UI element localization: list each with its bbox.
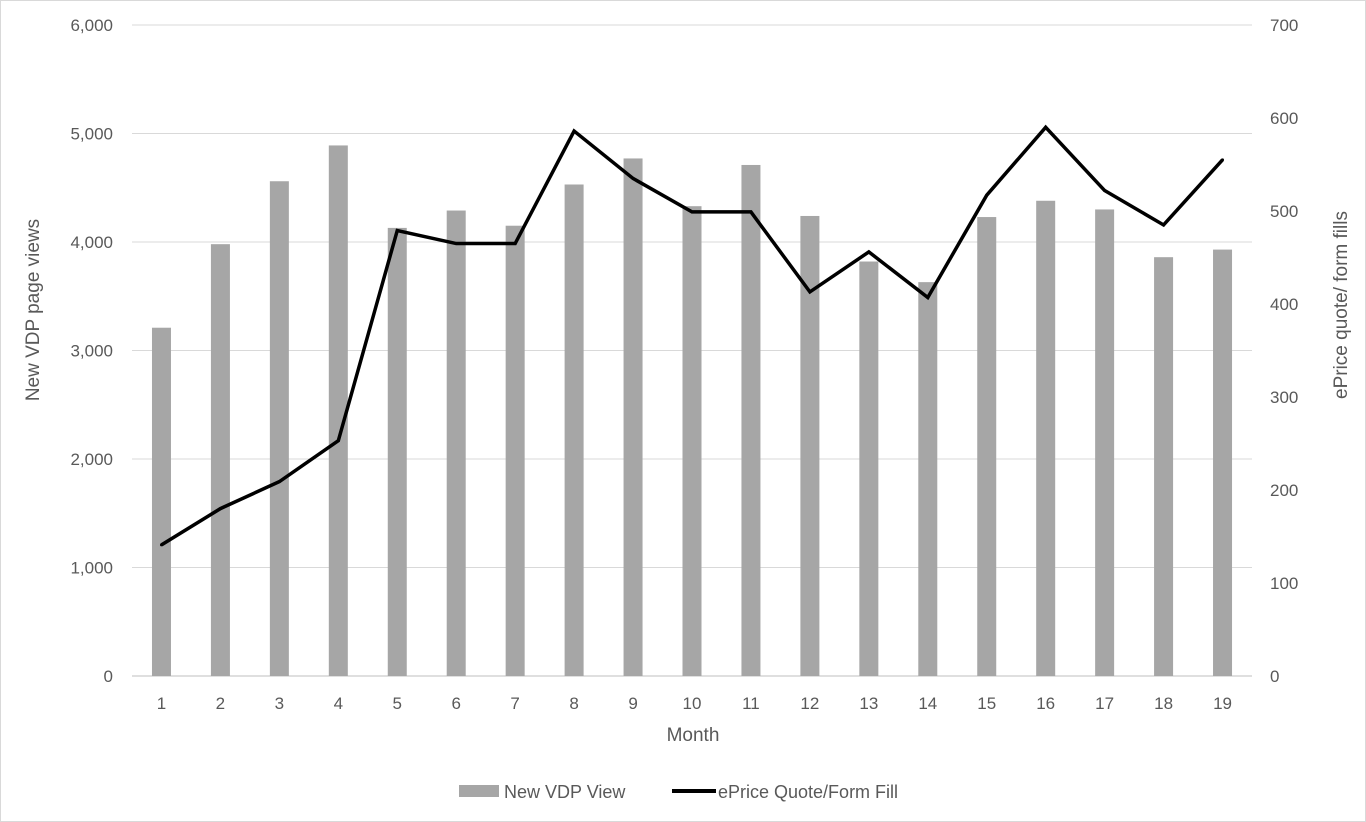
bar [741, 164, 761, 676]
y2-tick-label: 500 [1270, 202, 1298, 221]
line-point [572, 129, 576, 133]
line-point [218, 507, 222, 511]
bar [446, 210, 466, 676]
y-tick-label: 5,000 [70, 125, 113, 144]
y2-axis-title: ePrice quote/ form fills [1331, 211, 1352, 399]
x-tick-label: 14 [918, 694, 937, 713]
bar [328, 145, 348, 676]
line-point [1221, 158, 1225, 162]
y-tick-label: 2,000 [70, 450, 113, 469]
x-tick-label: 6 [451, 694, 460, 713]
x-tick-label: 18 [1154, 694, 1173, 713]
y2-tick-label: 700 [1270, 16, 1298, 35]
bar [859, 261, 879, 676]
y2-tick-label: 100 [1270, 574, 1298, 593]
x-tick-label: 1 [157, 694, 166, 713]
x-tick-label: 16 [1036, 694, 1055, 713]
x-tick-label: 7 [510, 694, 519, 713]
x-tick-label: 2 [216, 694, 225, 713]
y-tick-label: 1,000 [70, 559, 113, 578]
line-point [1103, 189, 1107, 193]
x-tick-label: 17 [1095, 694, 1114, 713]
bar [564, 184, 584, 676]
bar [1154, 257, 1174, 676]
bar-series [151, 145, 1233, 677]
line-point [985, 193, 989, 197]
line-point [1044, 125, 1048, 129]
bar [977, 217, 997, 677]
y-tick-label: 3,000 [70, 342, 113, 361]
line-point [277, 480, 281, 484]
line-point [749, 210, 753, 214]
y2-tick-label: 0 [1270, 667, 1279, 686]
bar [623, 158, 643, 676]
line-point [631, 176, 635, 180]
y-axis-ticks: 0 1,000 2,000 3,000 4,000 5,000 6,000 [70, 16, 113, 686]
bar [1213, 249, 1233, 676]
legend-swatch-bar [459, 785, 499, 797]
y2-axis-ticks: 0 100 200 300 400 500 600 700 [1270, 16, 1298, 686]
line-point [454, 242, 458, 246]
line-point [926, 295, 930, 299]
bar [682, 206, 702, 676]
x-tick-label: 19 [1213, 694, 1232, 713]
x-tick-label: 13 [859, 694, 878, 713]
legend-label-line: ePrice Quote/Form Fill [718, 782, 898, 802]
legend: New VDP View ePrice Quote/Form Fill [459, 782, 898, 802]
bar [151, 327, 171, 676]
line-point [159, 543, 163, 547]
bar [505, 225, 525, 676]
x-tick-label: 3 [275, 694, 284, 713]
y2-tick-label: 400 [1270, 295, 1298, 314]
y-axis-title: New VDP page views [23, 219, 44, 401]
line-point [336, 439, 340, 443]
y-tick-label: 4,000 [70, 233, 113, 252]
bar [387, 227, 407, 676]
x-tick-label: 8 [569, 694, 578, 713]
y-tick-label: 6,000 [70, 16, 113, 35]
line-point [1162, 223, 1166, 227]
bar [1095, 209, 1115, 676]
x-tick-label: 11 [742, 694, 760, 713]
x-tick-label: 9 [628, 694, 637, 713]
bar [918, 282, 938, 676]
x-axis-ticks: 1 2 3 4 5 6 7 8 9 10 11 12 13 14 15 16 17 18 19 [157, 694, 1232, 713]
y2-tick-label: 300 [1270, 388, 1298, 407]
bar [800, 215, 820, 676]
line-point [395, 229, 399, 233]
x-tick-label: 4 [334, 694, 343, 713]
bar [269, 181, 289, 677]
y2-tick-label: 200 [1270, 481, 1298, 500]
x-tick-label: 5 [393, 694, 402, 713]
line-point [513, 242, 517, 246]
x-tick-label: 12 [800, 694, 819, 713]
y-tick-label: 0 [104, 667, 113, 686]
x-tick-label: 15 [977, 694, 996, 713]
bar [1036, 200, 1056, 676]
line-series [159, 124, 1225, 547]
x-axis-title: Month [667, 725, 720, 746]
line-point [867, 250, 871, 254]
legend-label-bar: New VDP View [504, 782, 626, 802]
line-point [808, 290, 812, 294]
x-tick-label: 10 [683, 694, 702, 713]
bar [210, 244, 230, 677]
y2-tick-label: 600 [1270, 109, 1298, 128]
line-point [690, 210, 694, 214]
